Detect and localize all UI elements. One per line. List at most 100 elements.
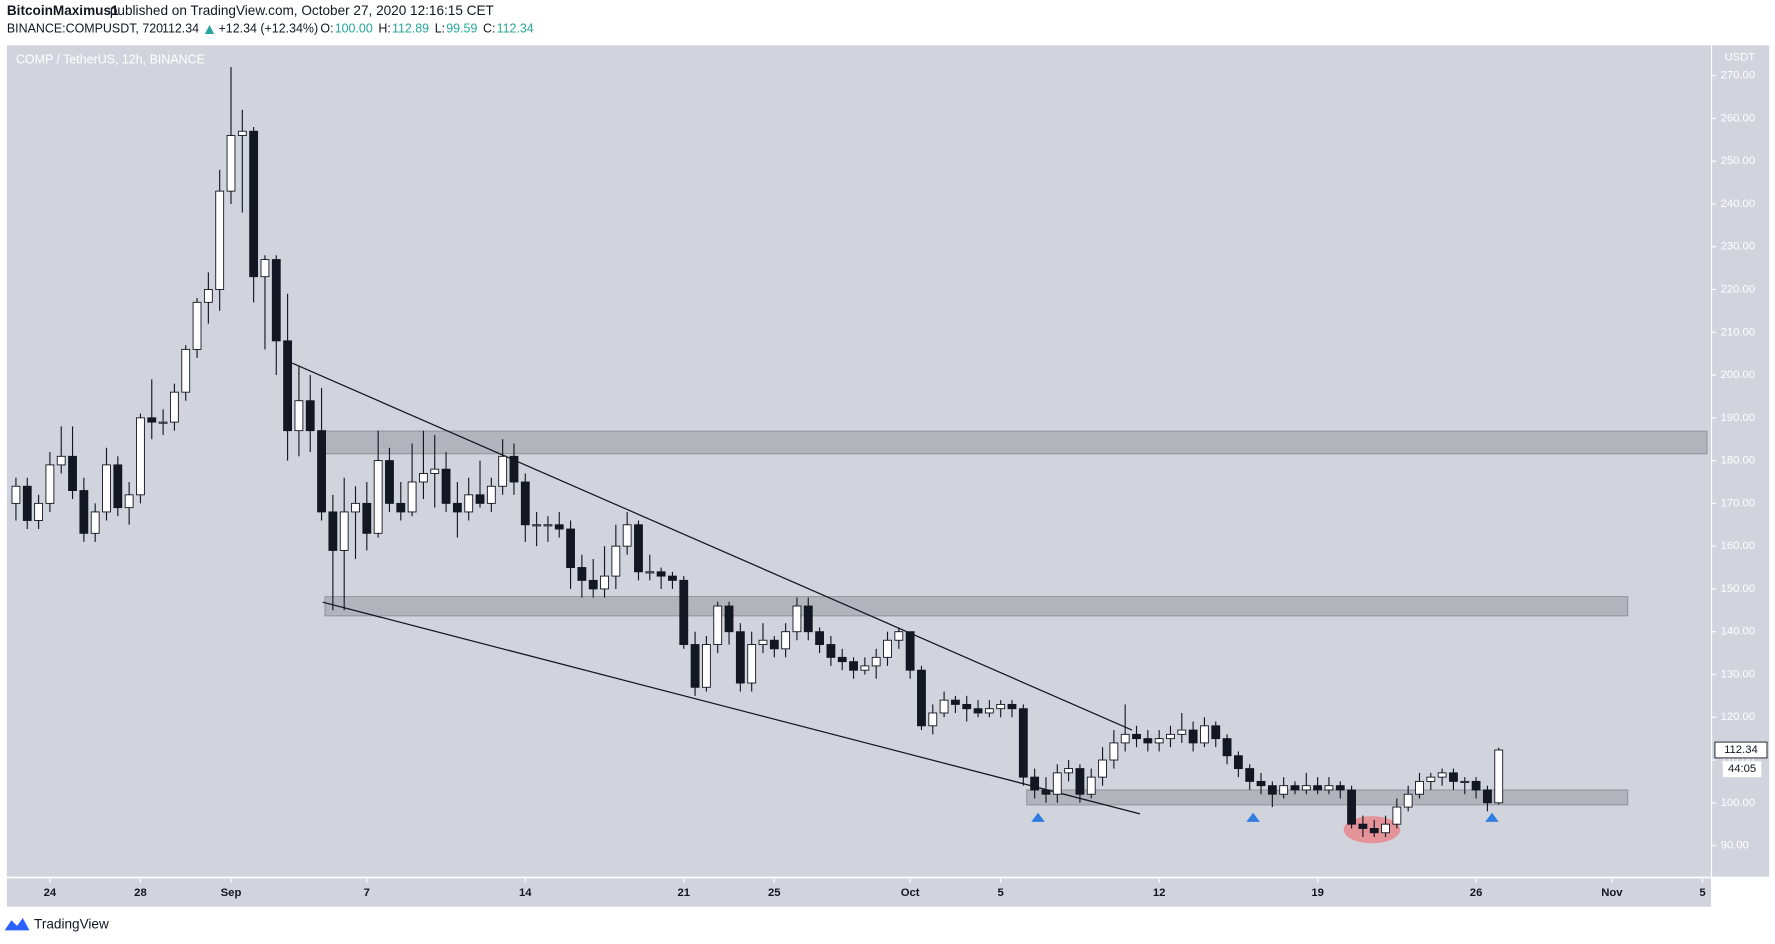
marker (1031, 812, 1045, 822)
candle-body (600, 575, 609, 590)
ohlc-label: C: (483, 22, 495, 36)
logo (4, 917, 30, 931)
candle-body (1358, 823, 1368, 829)
y-tick-label: 210.00 (1721, 326, 1756, 338)
candle-body (747, 644, 757, 684)
candle-body (498, 455, 508, 487)
candle-body (566, 528, 575, 568)
candle-body (1143, 738, 1153, 744)
candle-body (294, 400, 304, 432)
candle-body (1200, 725, 1209, 744)
candle-body (554, 524, 564, 530)
candle-body (973, 708, 983, 714)
candle-body (419, 472, 428, 483)
candle-body (1392, 806, 1402, 825)
candle-body (351, 502, 360, 513)
candle-body (849, 661, 858, 671)
candle-body (883, 639, 892, 658)
candle-body (724, 605, 734, 633)
y-tick-label: 190.00 (1721, 412, 1756, 424)
ohlc-value: 112.89 (392, 22, 429, 36)
ohlc-label: L: (435, 22, 445, 36)
candle-body (815, 631, 825, 645)
candle-body (1188, 729, 1198, 744)
marker (1485, 812, 1499, 822)
up-arrow (204, 24, 215, 34)
zone (324, 430, 1708, 455)
candle-body (56, 455, 66, 466)
x-tick-label: 5 (998, 887, 1004, 899)
candle-body (701, 644, 711, 688)
candle-body (1177, 729, 1187, 735)
published: published on TradingView.com, October 27… (110, 3, 494, 18)
candle-body (1437, 772, 1447, 778)
ohlc-value: 112.34 (497, 22, 534, 36)
candle-body (260, 259, 270, 278)
candle-body (713, 605, 723, 645)
y-tick-label: 160.00 (1721, 540, 1756, 552)
candle-body (181, 348, 191, 393)
candle-body (102, 464, 111, 513)
candle-body (928, 712, 938, 727)
candle-body (169, 391, 179, 423)
candle-body (226, 135, 236, 192)
y-tick-label: 90.00 (1721, 840, 1749, 852)
candle-body (147, 417, 157, 423)
candle-body (385, 460, 394, 504)
candle-body (1256, 780, 1266, 787)
change: +12.34 (+12.34%) (219, 22, 319, 36)
candle-body (1086, 776, 1096, 795)
candle-body (611, 545, 621, 577)
y-tick-label: 230.00 (1721, 241, 1756, 253)
candle-body (396, 502, 406, 513)
x-tick-label: 26 (1470, 887, 1483, 899)
candle-body (1098, 759, 1107, 778)
candle-body (486, 485, 496, 504)
price-axis (1711, 45, 1770, 878)
candle-body (203, 289, 213, 303)
candle-body (1064, 768, 1074, 774)
candle-body (1211, 725, 1221, 740)
candle-body (283, 340, 293, 432)
candle-body (215, 190, 225, 290)
candle-body (735, 631, 745, 684)
candle-body (339, 511, 349, 551)
candle-body (860, 665, 870, 671)
candle-body (588, 579, 598, 590)
candle-body (90, 511, 100, 534)
candle-body (509, 455, 519, 483)
candle-body (22, 485, 32, 521)
candle-body (475, 494, 485, 504)
candle-body (803, 605, 813, 633)
candle-body (984, 708, 994, 714)
candle-body (837, 656, 847, 663)
x-tick-label: 7 (364, 887, 370, 899)
time-axis (6, 878, 1712, 907)
candle-body (1301, 785, 1311, 791)
candle-body (452, 502, 462, 513)
candle-body (1018, 708, 1028, 778)
candle-body (962, 703, 972, 710)
candle-body (1267, 785, 1277, 795)
plot-area (6, 45, 1712, 878)
ohlc-label: H: (378, 22, 390, 36)
x-tick-label: Oct (901, 887, 920, 899)
candle-body (79, 490, 89, 534)
candle-body (1132, 733, 1141, 740)
candle-body (996, 703, 1006, 710)
candle-body (1381, 823, 1390, 834)
x-tick-label: 12 (1153, 887, 1166, 899)
candle-body (1166, 733, 1175, 740)
candle-body (192, 301, 202, 350)
y-tick-label: 120.00 (1721, 711, 1756, 723)
candle-body (158, 421, 168, 424)
candle-body (113, 464, 123, 509)
candle-body (1449, 772, 1458, 782)
candle-body (826, 644, 836, 658)
candle-body (1460, 780, 1470, 783)
candle-body (622, 524, 632, 547)
y-tick-label: 270.00 (1721, 70, 1756, 82)
candle-body (407, 481, 417, 513)
candle-body (1007, 703, 1017, 710)
